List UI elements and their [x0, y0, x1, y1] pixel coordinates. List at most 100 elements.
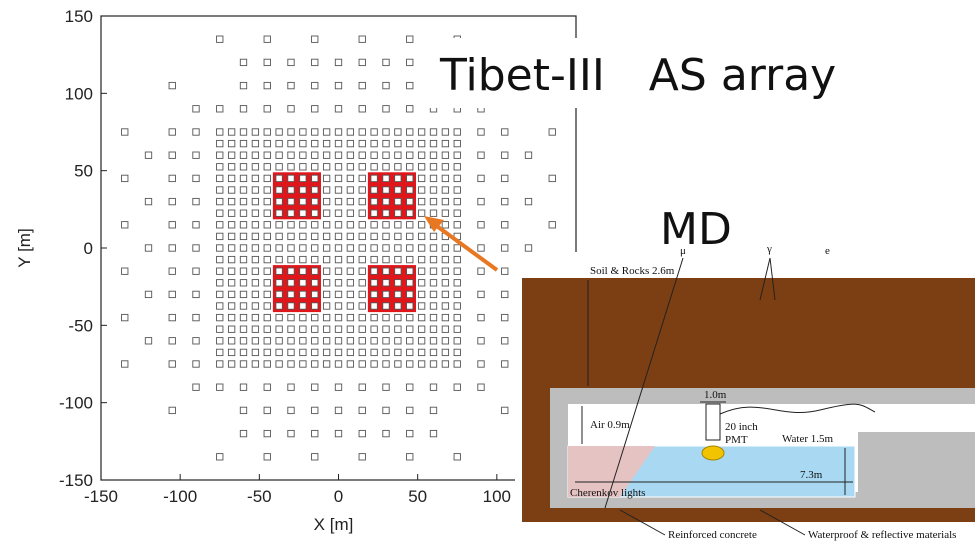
detector [335, 210, 341, 216]
detector [252, 291, 258, 297]
detector [264, 129, 270, 135]
e-label: e [825, 245, 830, 257]
detector [264, 140, 270, 146]
detector [323, 152, 329, 158]
detector [217, 268, 223, 274]
detector [335, 349, 341, 355]
detector [395, 210, 401, 216]
detector [430, 349, 436, 355]
detector [288, 314, 294, 320]
detector [430, 407, 436, 413]
detector [525, 198, 531, 204]
detector [359, 280, 365, 286]
detector [288, 245, 294, 251]
detector [323, 338, 329, 344]
detector [323, 268, 329, 274]
detector [359, 152, 365, 158]
detector [407, 187, 413, 193]
detector [323, 222, 329, 228]
detector [454, 361, 460, 367]
detector [478, 338, 484, 344]
detector [335, 198, 341, 204]
detector [169, 129, 175, 135]
detector [240, 314, 246, 320]
detector [169, 175, 175, 181]
detector [407, 59, 413, 65]
detector [217, 222, 223, 228]
detector [442, 361, 448, 367]
detector [228, 187, 234, 193]
detector [217, 245, 223, 251]
detector [383, 268, 389, 274]
detector [276, 245, 282, 251]
detector [407, 338, 413, 344]
detector [383, 210, 389, 216]
detector [430, 361, 436, 367]
detector [478, 198, 484, 204]
detector [145, 338, 151, 344]
detector [525, 152, 531, 158]
detector [395, 233, 401, 239]
detector [252, 256, 258, 262]
detector [407, 349, 413, 355]
detector [288, 349, 294, 355]
detector [502, 198, 508, 204]
detector [407, 164, 413, 170]
detector [228, 175, 234, 181]
detector [252, 245, 258, 251]
detector [228, 349, 234, 355]
detector [217, 384, 223, 390]
detector [264, 175, 270, 181]
detector [371, 349, 377, 355]
detector [335, 407, 341, 413]
detector [383, 129, 389, 135]
detector [335, 59, 341, 65]
detector [359, 326, 365, 332]
detector [169, 82, 175, 88]
detector [383, 430, 389, 436]
detector [371, 326, 377, 332]
detector [264, 454, 270, 460]
detector [418, 280, 424, 286]
detector [312, 129, 318, 135]
detector [383, 152, 389, 158]
detector [407, 82, 413, 88]
detector [312, 280, 318, 286]
detector [430, 326, 436, 332]
detector [312, 82, 318, 88]
detector [395, 326, 401, 332]
detector [335, 280, 341, 286]
detector [252, 222, 258, 228]
detector [359, 129, 365, 135]
detector [288, 361, 294, 367]
detector [395, 314, 401, 320]
detector [264, 198, 270, 204]
detector [323, 164, 329, 170]
detector [312, 233, 318, 239]
detector [300, 164, 306, 170]
detector [395, 361, 401, 367]
x-tick-label: 100 [483, 487, 511, 506]
detector [442, 140, 448, 146]
detector [430, 256, 436, 262]
detector [276, 314, 282, 320]
detector [442, 164, 448, 170]
soil-label: Soil & Rocks 2.6m [590, 265, 675, 277]
y-tick-label: 100 [65, 84, 93, 103]
detector [288, 187, 294, 193]
detector [418, 140, 424, 146]
detector [335, 187, 341, 193]
detector [312, 187, 318, 193]
detector [217, 187, 223, 193]
detector [300, 233, 306, 239]
detector [371, 129, 377, 135]
detector [395, 140, 401, 146]
detector [407, 268, 413, 274]
detector [122, 361, 128, 367]
detector [264, 164, 270, 170]
detector [300, 256, 306, 262]
chart-title: Tibet-III AS array [439, 50, 836, 101]
detector [193, 175, 199, 181]
detector [335, 152, 341, 158]
detector [371, 152, 377, 158]
